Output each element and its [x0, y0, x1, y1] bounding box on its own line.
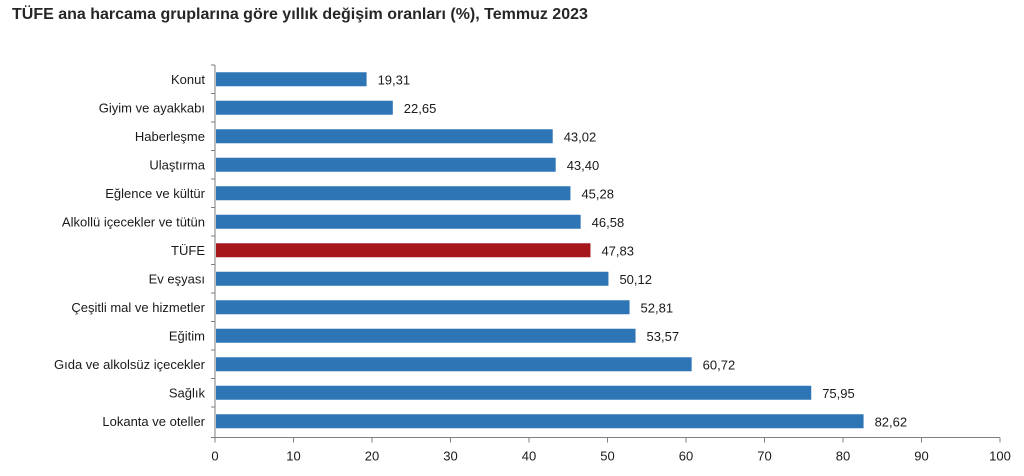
category-label: Konut	[171, 72, 205, 87]
category-label: Çeşitli mal ve hizmetler	[71, 300, 205, 315]
chart-title: TÜFE ana harcama gruplarına göre yıllık …	[12, 6, 588, 23]
bar	[216, 129, 553, 144]
x-tick-label: 80	[836, 449, 850, 464]
value-label: 50,12	[619, 272, 652, 287]
value-label: 22,65	[404, 101, 437, 116]
value-label: 47,83	[601, 243, 634, 258]
category-label: Eğlence ve kültür	[105, 186, 205, 201]
value-label: 82,62	[875, 414, 908, 429]
value-label: 53,57	[647, 329, 680, 344]
bar	[216, 300, 630, 315]
bar	[216, 214, 581, 229]
value-label: 46,58	[592, 215, 625, 230]
value-label: 19,31	[378, 72, 411, 87]
category-label: Giyim ve ayakkabı	[99, 100, 205, 115]
category-label: Sağlık	[169, 385, 206, 400]
bar	[216, 157, 556, 172]
bar	[216, 328, 636, 343]
x-tick-label: 10	[286, 449, 300, 464]
category-label: Gıda ve alkolsüz içecekler	[54, 357, 206, 372]
value-label: 43,40	[567, 158, 600, 173]
bar	[216, 414, 864, 429]
x-tick-label: 0	[211, 449, 218, 464]
value-label: 52,81	[641, 300, 674, 315]
value-label: 43,02	[564, 129, 597, 144]
bar	[216, 186, 571, 201]
bar	[216, 72, 367, 87]
category-label: Haberleşme	[135, 129, 205, 144]
category-label: Ulaştırma	[149, 157, 205, 172]
x-tick-label: 20	[365, 449, 379, 464]
bar	[216, 385, 812, 400]
category-label: Eğitim	[169, 328, 205, 343]
bar	[216, 100, 393, 115]
x-tick-label: 40	[522, 449, 536, 464]
x-tick-label: 100	[989, 449, 1011, 464]
value-label: 75,95	[822, 386, 855, 401]
category-label: TÜFE	[171, 243, 205, 258]
category-label: Ev eşyası	[149, 271, 205, 286]
value-label: 45,28	[581, 186, 614, 201]
category-label: Alkollü içecekler ve tütün	[62, 214, 205, 229]
x-tick-label: 90	[914, 449, 928, 464]
bar	[216, 243, 591, 258]
x-tick-label: 70	[757, 449, 771, 464]
category-label: Lokanta ve oteller	[102, 414, 205, 429]
bar	[216, 357, 692, 372]
x-tick-label: 30	[443, 449, 457, 464]
x-tick-label: 60	[679, 449, 693, 464]
value-label: 60,72	[703, 357, 736, 372]
bar	[216, 271, 609, 286]
x-tick-label: 50	[600, 449, 614, 464]
